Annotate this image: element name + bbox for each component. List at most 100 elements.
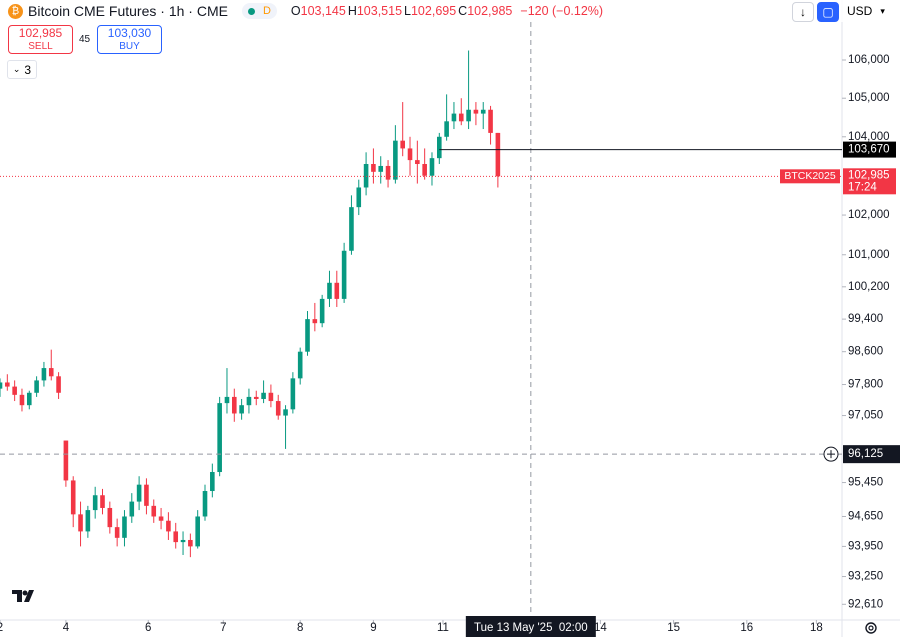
candle-body xyxy=(107,507,113,528)
candle-body xyxy=(429,158,435,176)
ohlc-key: L xyxy=(404,4,411,18)
candle-body xyxy=(407,148,413,161)
ohlc: O103,145 H103,515 L102,695 C102,985 xyxy=(291,4,515,18)
candle-body xyxy=(363,164,369,188)
market-status[interactable]: D xyxy=(241,3,277,19)
candle-body xyxy=(400,140,405,149)
x-tick-label: 8 xyxy=(297,622,303,634)
ohlc-value: 103,515 xyxy=(356,4,403,18)
y-tick-label: 101,000 xyxy=(848,249,890,261)
symbol-title[interactable]: Bitcoin CME Futures · 1h · CME xyxy=(28,3,228,19)
candle-body xyxy=(261,392,266,399)
candle-body xyxy=(458,113,464,122)
chevron: ▾ xyxy=(880,5,885,16)
candle-body xyxy=(246,396,252,406)
candle-body xyxy=(283,409,288,416)
candle-body xyxy=(151,505,157,517)
header: ₿ Bitcoin CME Futures · 1h · CME D O103,… xyxy=(0,0,900,22)
candle-body xyxy=(41,368,47,381)
ohlc-item: O103,145 xyxy=(291,4,346,18)
candle-body xyxy=(114,527,120,538)
candle-body xyxy=(480,109,486,114)
indicators-count: 3 xyxy=(24,62,32,77)
y-tick-label: 104,000 xyxy=(848,131,890,143)
ohlc-item: L102,695 xyxy=(404,4,456,18)
candle-body xyxy=(275,401,281,416)
ohlc-value: 103,145 xyxy=(300,4,346,18)
ohlc-item: H103,515 xyxy=(348,4,402,18)
crosshair-y-label: 96,125 xyxy=(848,448,883,460)
buy-label: BUY xyxy=(119,41,140,52)
currency-button[interactable]: USD ▾ xyxy=(842,2,900,20)
y-tick-label: 93,950 xyxy=(848,540,883,552)
candle-body xyxy=(253,396,259,399)
candle-body xyxy=(48,368,54,377)
alert-label-bg xyxy=(843,141,896,158)
sell-button[interactable]: 102,985 SELL xyxy=(8,25,73,54)
candle-body xyxy=(393,140,398,180)
candle-body xyxy=(415,160,420,165)
x-tick-label: 2 xyxy=(0,622,3,634)
candle-body xyxy=(371,164,376,172)
candle-body xyxy=(231,396,237,414)
candle-body xyxy=(12,386,17,395)
tv-logo xyxy=(12,590,34,602)
candle-body xyxy=(19,394,25,406)
symbol-icon: ₿ xyxy=(8,3,23,19)
candle-body xyxy=(85,510,91,532)
candle-body xyxy=(319,298,325,324)
indicators-toggle[interactable]: ⌄ 3 xyxy=(7,60,37,79)
plus-sign xyxy=(827,450,835,459)
x-tick-label: 18 xyxy=(810,622,823,634)
symbol-label: BTCK2025 xyxy=(784,170,836,182)
candle-body xyxy=(34,380,39,393)
candle-body xyxy=(422,164,427,176)
x-tick-label: 6 xyxy=(145,622,151,634)
sell-price: 102,985 xyxy=(18,26,63,40)
spread: 45 xyxy=(79,34,91,45)
candle-body xyxy=(217,403,222,473)
add-alert-button[interactable] xyxy=(823,446,839,462)
candle-body xyxy=(495,132,501,177)
candle-body xyxy=(239,405,244,414)
candle-body xyxy=(70,480,76,515)
candle-body xyxy=(473,109,479,114)
y-tick-label: 94,650 xyxy=(848,511,883,523)
candle-body xyxy=(466,109,471,122)
x-tick-label: 11 xyxy=(437,622,449,634)
ohlc-item: C102,985 xyxy=(458,4,512,18)
symbol-label-bg xyxy=(780,169,840,184)
candle-body xyxy=(0,382,3,389)
candle-body xyxy=(180,539,186,543)
candle-body xyxy=(188,539,193,547)
download-button[interactable]: ↓ xyxy=(792,2,814,22)
settings-icon[interactable] xyxy=(865,622,877,634)
y-tick-label: 102,000 xyxy=(848,209,890,221)
buy-button[interactable]: 103,030 BUY xyxy=(97,25,162,54)
candle-body xyxy=(437,136,442,159)
y-tick-label: 92,610 xyxy=(848,598,883,610)
y-tick-label: 93,250 xyxy=(848,571,883,583)
candle-body xyxy=(166,520,171,532)
candle-body xyxy=(488,109,493,133)
candle-body xyxy=(129,501,135,517)
candle-body xyxy=(334,282,340,299)
candle-body xyxy=(158,516,164,521)
x-tick-label: 14 xyxy=(594,622,607,634)
status-badge: D xyxy=(262,5,271,17)
last-price-bg xyxy=(843,168,896,195)
alert-label: 103,670 xyxy=(848,144,890,156)
compare-button[interactable]: ▢ xyxy=(817,2,839,22)
crosshair-x-bg xyxy=(465,616,596,637)
candle-body xyxy=(122,516,127,538)
candle-body xyxy=(451,113,457,122)
crosshair-y-bg xyxy=(843,445,900,464)
candle-body xyxy=(290,378,296,410)
y-tick-label: 98,600 xyxy=(848,346,883,358)
candle-body xyxy=(305,319,310,352)
y-tick-label: 97,800 xyxy=(848,379,883,391)
candle-body xyxy=(385,165,391,180)
y-tick-label: 99,400 xyxy=(848,313,883,325)
